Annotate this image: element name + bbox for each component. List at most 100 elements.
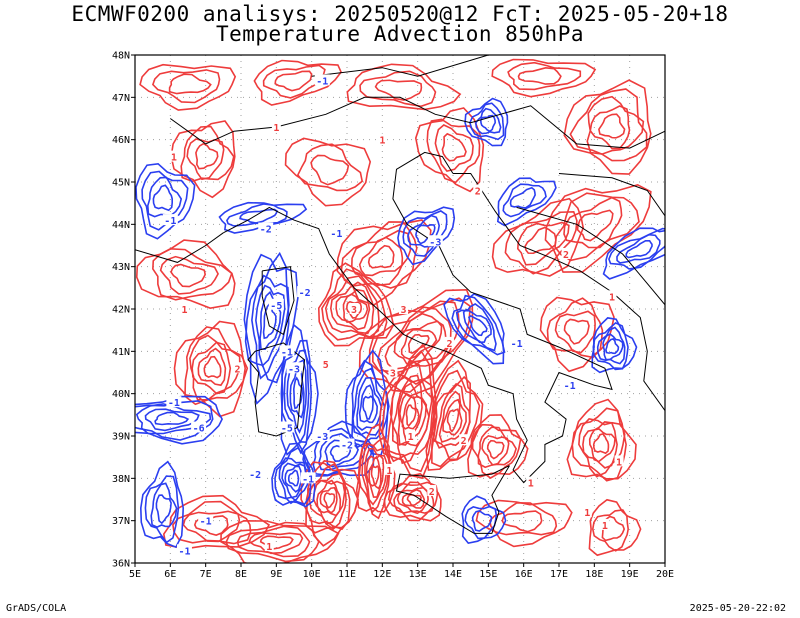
warm-advection-contour bbox=[381, 350, 435, 473]
warm-advection-contour bbox=[323, 492, 336, 509]
contour-value-label: -2 bbox=[299, 288, 311, 299]
warm-advection-contour bbox=[481, 435, 510, 466]
warm-advection-contour bbox=[507, 61, 582, 91]
cold-advection-contour bbox=[602, 227, 665, 280]
warm-advection-contour bbox=[151, 69, 221, 104]
contour-label-bg bbox=[614, 455, 624, 467]
warm-advection-contour bbox=[393, 320, 443, 367]
contour-label-bg bbox=[191, 421, 207, 433]
warm-advection-contour bbox=[571, 407, 627, 482]
contour-label-bg bbox=[314, 430, 330, 441]
cold-advection-contour bbox=[135, 395, 224, 445]
warm-advection-contour bbox=[259, 535, 294, 550]
warm-advection-contour bbox=[253, 59, 342, 106]
cold-advection-contour bbox=[318, 432, 366, 471]
contour-value-label: -1 bbox=[316, 76, 328, 87]
contour-value-label: -1 bbox=[281, 347, 293, 358]
lat-tick-label: 45N bbox=[112, 178, 130, 189]
warm-advection-contour bbox=[370, 465, 380, 485]
warm-advection-contour bbox=[471, 423, 522, 479]
cold-advection-contour bbox=[605, 337, 620, 355]
lon-tick-label: 10E bbox=[303, 569, 321, 580]
warm-advection-contour bbox=[391, 374, 430, 447]
cold-advection-contour bbox=[146, 176, 183, 218]
warm-advection-contour bbox=[414, 107, 485, 193]
lon-tick-label: 11E bbox=[338, 569, 356, 580]
cold-advection-contour bbox=[474, 107, 502, 135]
lon-tick-label: 16E bbox=[515, 569, 533, 580]
warm-advection-contour bbox=[442, 398, 463, 436]
contour-value-label: -3 bbox=[288, 364, 300, 375]
contour-value-label: 1 bbox=[408, 432, 414, 443]
warm-advection-contour bbox=[524, 226, 557, 255]
warm-advection-contour bbox=[592, 432, 610, 455]
contour-value-label: 3 bbox=[351, 305, 357, 316]
warm-advection-contour bbox=[563, 196, 623, 249]
lon-tick-label: 15E bbox=[479, 569, 497, 580]
contour-label-bg bbox=[286, 362, 302, 374]
contour-value-label: 1 bbox=[602, 521, 608, 532]
contour-label-bg bbox=[582, 506, 592, 518]
cold-advection-contour bbox=[407, 214, 440, 248]
contour-label-bg bbox=[279, 345, 295, 357]
warm-advection-contour bbox=[591, 509, 630, 552]
cold-advection-contour bbox=[358, 384, 379, 424]
contour-value-label: 2 bbox=[429, 487, 435, 498]
warm-advection-contour bbox=[378, 343, 438, 480]
contour-label-bg bbox=[166, 396, 182, 408]
contour-value-label: -2 bbox=[249, 470, 261, 481]
contour-value-label: 2 bbox=[563, 250, 569, 261]
warm-advection-contour bbox=[401, 396, 420, 430]
map-title: ECMWF0200 analisys: 20250520@12 FcT: 202… bbox=[71, 2, 729, 26]
contour-label-bg bbox=[314, 74, 330, 86]
warm-advection-contour bbox=[554, 192, 640, 262]
cold-advection-contour bbox=[462, 308, 492, 344]
contour-label-bg bbox=[349, 303, 359, 314]
warm-advection-contour bbox=[159, 255, 219, 295]
contour-value-label: -1 bbox=[330, 229, 342, 240]
cold-advection-contour bbox=[625, 239, 653, 259]
cold-advection-contour bbox=[135, 403, 212, 435]
warm-advection-contour bbox=[182, 510, 241, 543]
warm-advection-contour bbox=[170, 120, 236, 199]
contour-value-label: 2 bbox=[446, 339, 452, 350]
warm-advection-contour bbox=[172, 500, 252, 545]
lon-tick-label: 9E bbox=[270, 569, 282, 580]
warm-advection-contour bbox=[386, 359, 438, 463]
contour-label-bg bbox=[384, 463, 394, 475]
coastline-segment bbox=[247, 342, 306, 437]
cold-advection-contour bbox=[286, 358, 308, 434]
coastline-segment bbox=[453, 173, 665, 411]
cold-advection-contour bbox=[280, 339, 313, 455]
warm-advection-contour bbox=[563, 318, 590, 345]
contour-value-label: 2 bbox=[461, 436, 467, 447]
contour-labels: 1 1 -1 1 -1 -2 -1 -3 2 2 1 1 -5 -2 3 3 2 -1 -1 -3 5 3 -1 -1 2 -6 -… bbox=[162, 74, 624, 557]
contour-label-bg bbox=[297, 286, 313, 298]
cold-advection-contour bbox=[502, 183, 547, 218]
warm-advection-contour bbox=[383, 472, 442, 522]
contour-label-bg bbox=[377, 133, 387, 145]
lat-tick-label: 36N bbox=[112, 559, 130, 570]
cold-advection-contour bbox=[616, 233, 661, 264]
contour-value-label: 2 bbox=[234, 364, 240, 375]
coastline-segment bbox=[223, 151, 613, 484]
contour-value-label: -1 bbox=[178, 546, 190, 557]
coastline-segment bbox=[395, 465, 510, 534]
warm-advection-contour bbox=[197, 347, 227, 387]
coastline-segment bbox=[261, 266, 295, 336]
cold-advection-contour bbox=[415, 224, 436, 245]
cold-advection-contour bbox=[464, 97, 509, 147]
contour-label-bg bbox=[600, 518, 610, 530]
contour-label-bg bbox=[399, 303, 409, 314]
lat-tick-label: 39N bbox=[112, 432, 130, 443]
warm-advection-contour bbox=[396, 486, 429, 515]
cold-advection-contour bbox=[479, 114, 496, 133]
warm-advection-contour bbox=[491, 58, 597, 98]
warm-advection-contour bbox=[135, 239, 236, 309]
contour-value-label: 5 bbox=[323, 360, 329, 371]
warm-advection-contour bbox=[184, 326, 249, 406]
map-subtitle: Temperature Advection 850hPa bbox=[215, 22, 584, 46]
lat-tick-label: 44N bbox=[112, 220, 130, 231]
contour-value-label: 3 bbox=[401, 305, 407, 316]
contour-label-bg bbox=[264, 540, 274, 552]
